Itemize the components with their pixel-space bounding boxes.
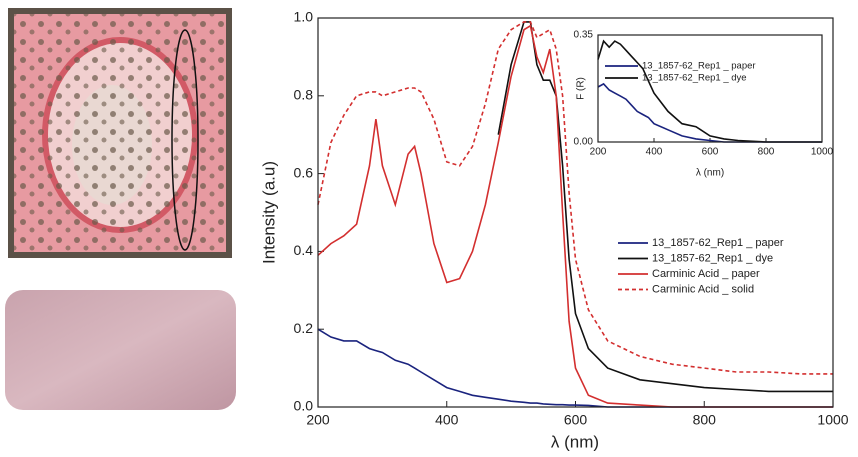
y-axis-label: F (R) (576, 77, 587, 100)
legend-label: Carminic Acid _ paper (652, 268, 760, 280)
x-tick-label: 200 (590, 147, 607, 158)
legend-label: 13_1857-62_Rep1 _ dye (642, 73, 747, 84)
series-line (317, 24, 833, 408)
y-tick-label: 0.4 (294, 242, 314, 258)
x-tick-label: 1000 (817, 412, 848, 428)
x-tick-label: 600 (702, 147, 719, 158)
inset-background (598, 35, 822, 142)
y-tick-label: 0.00 (574, 137, 594, 148)
legend-label: 13_1857-62_Rep1 _ dye (652, 252, 773, 264)
x-axis-label: λ (nm) (696, 168, 724, 179)
inset-chart: 200 400 600 800 1000 0.00 0.35 λ (nm) F (R) 13_18… (574, 30, 834, 179)
y-tick-label: 0.0 (294, 398, 314, 414)
x-axis-label: λ (nm) (551, 432, 599, 451)
series-line (317, 21, 833, 375)
stamp-photo (8, 8, 232, 258)
legend-label: 13_1857-62_Rep1 _ paper (642, 61, 756, 72)
plot-frame (597, 34, 823, 143)
x-tick-label: 600 (564, 412, 588, 428)
x-tick-label: 400 (435, 412, 459, 428)
main-chart: 200 400 600 800 1000 0.0 0.2 0.4 0.6 0.8 1.0 λ (nm)… (259, 9, 848, 452)
y-tick-label: 0.8 (294, 87, 314, 103)
series-line (597, 39, 822, 143)
x-tick-label: 800 (693, 412, 717, 428)
y-tick-label: 0.6 (294, 164, 314, 180)
x-tick-label: 200 (306, 412, 330, 428)
y-tick-label: 0.35 (574, 30, 594, 41)
y-tick-label: 1.0 (294, 9, 314, 25)
legend-label: 13_1857-62_Rep1 _ paper (652, 237, 784, 249)
x-tick-label: 400 (646, 147, 663, 158)
sample-photo (5, 290, 236, 410)
x-tick-label: 800 (758, 147, 775, 158)
legend-label: Carminic Acid _ solid (652, 283, 754, 295)
x-tick-label: 1000 (811, 147, 834, 158)
y-axis-label: Intensity (a.u) (259, 161, 278, 264)
y-tick-label: 0.2 (294, 320, 314, 336)
plot-frame (317, 17, 834, 408)
